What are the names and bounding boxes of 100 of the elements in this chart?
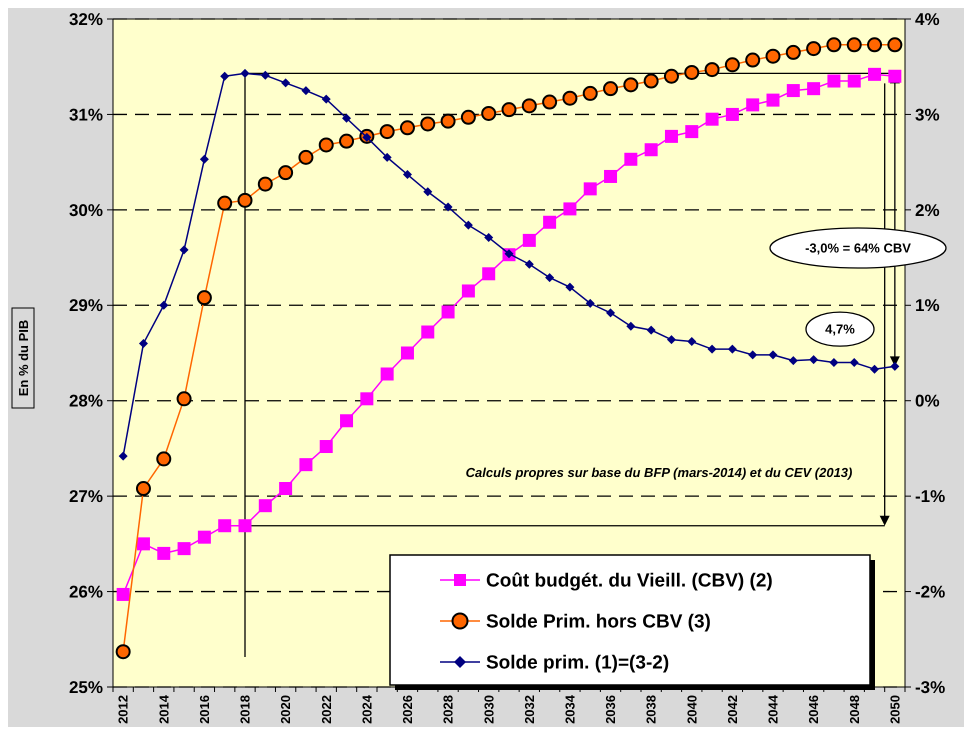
point — [584, 182, 597, 196]
point — [748, 350, 758, 360]
point — [562, 90, 578, 106]
point — [380, 367, 394, 380]
y2-tick-label: 1% — [915, 296, 940, 316]
point — [176, 391, 192, 406]
point — [746, 98, 760, 112]
y2-tick-label: 3% — [915, 105, 940, 124]
point — [606, 308, 616, 318]
point — [421, 326, 434, 339]
point — [217, 196, 232, 211]
point — [846, 37, 862, 52]
point — [380, 124, 395, 140]
point — [826, 37, 842, 52]
point — [890, 362, 900, 371]
point — [322, 94, 331, 104]
point — [604, 170, 618, 183]
x-tick-label: 2046 — [806, 695, 822, 724]
point — [848, 74, 861, 88]
point — [687, 337, 696, 346]
x-tick-label: 2028 — [440, 695, 456, 724]
point — [116, 588, 130, 601]
point — [444, 202, 453, 212]
point — [545, 273, 554, 282]
annotation: Calculs propres sur base du BFP (mars-2014) et du CEV (2013) — [466, 465, 852, 480]
point — [624, 152, 638, 166]
point — [786, 44, 801, 60]
y2-tick-label: 0% — [915, 392, 940, 411]
point — [623, 77, 638, 92]
point — [582, 86, 598, 101]
point — [724, 57, 740, 72]
point — [887, 37, 902, 52]
x-tick-label: 2042 — [724, 695, 740, 724]
point — [726, 108, 739, 121]
point — [484, 233, 494, 242]
x-tick-label: 2036 — [603, 695, 618, 724]
point — [382, 152, 392, 162]
point — [708, 344, 717, 354]
y2-tick-label: 4% — [915, 10, 940, 29]
x-tick-label: 2038 — [644, 695, 659, 724]
point — [157, 546, 170, 560]
point — [706, 112, 719, 126]
point — [829, 358, 838, 368]
point — [156, 451, 172, 466]
point — [522, 234, 536, 247]
point — [664, 68, 679, 84]
point — [238, 519, 252, 532]
point — [524, 260, 534, 269]
point — [460, 110, 476, 125]
legend-label: Solde prim. (1)=(3-2) — [486, 652, 670, 674]
x-tick-label: 2034 — [562, 694, 578, 724]
y-tick-label: 29% — [68, 296, 103, 316]
y2-tick-label: -3% — [915, 678, 946, 697]
point — [238, 192, 252, 208]
point — [298, 150, 314, 165]
point — [402, 170, 412, 180]
point — [136, 481, 151, 496]
y-tick-label: 26% — [68, 582, 103, 602]
x-tick-label: 2014 — [156, 694, 172, 724]
legend-label: Solde Prim. hors CBV (3) — [486, 612, 711, 633]
point — [178, 542, 191, 556]
x-tick-label: 2020 — [278, 695, 294, 724]
y-tick-label: 32% — [68, 10, 103, 29]
point — [198, 530, 211, 544]
point — [258, 499, 272, 512]
point — [766, 48, 780, 64]
point — [827, 74, 840, 88]
point — [240, 68, 250, 78]
point — [339, 134, 354, 149]
point — [279, 482, 292, 496]
point — [136, 537, 150, 550]
point — [522, 98, 537, 114]
point — [278, 165, 294, 180]
point — [684, 64, 700, 80]
point — [646, 326, 656, 335]
point — [281, 78, 290, 88]
x-tick-label: 2044 — [766, 694, 781, 724]
point — [565, 282, 574, 292]
point — [788, 356, 798, 366]
point — [138, 338, 148, 348]
y-tick-label: 25% — [68, 678, 103, 697]
x-tick-label: 2048 — [846, 695, 862, 724]
x-tick-label: 2022 — [318, 695, 334, 724]
point — [442, 305, 455, 318]
point — [299, 458, 312, 472]
y2-tick-label: -1% — [915, 487, 946, 506]
point — [563, 202, 576, 216]
x-tick-label: 2018 — [238, 695, 253, 724]
point — [116, 644, 131, 660]
point — [644, 143, 658, 156]
point — [666, 335, 676, 344]
point — [218, 519, 232, 532]
point — [342, 114, 352, 123]
point — [543, 216, 556, 229]
point — [806, 41, 822, 56]
point — [118, 452, 128, 461]
x-tick-label: 2012 — [116, 695, 131, 724]
y2-tick-label: -2% — [915, 582, 946, 602]
y-axis-title: En % du PIB — [16, 320, 31, 396]
point — [464, 220, 473, 230]
